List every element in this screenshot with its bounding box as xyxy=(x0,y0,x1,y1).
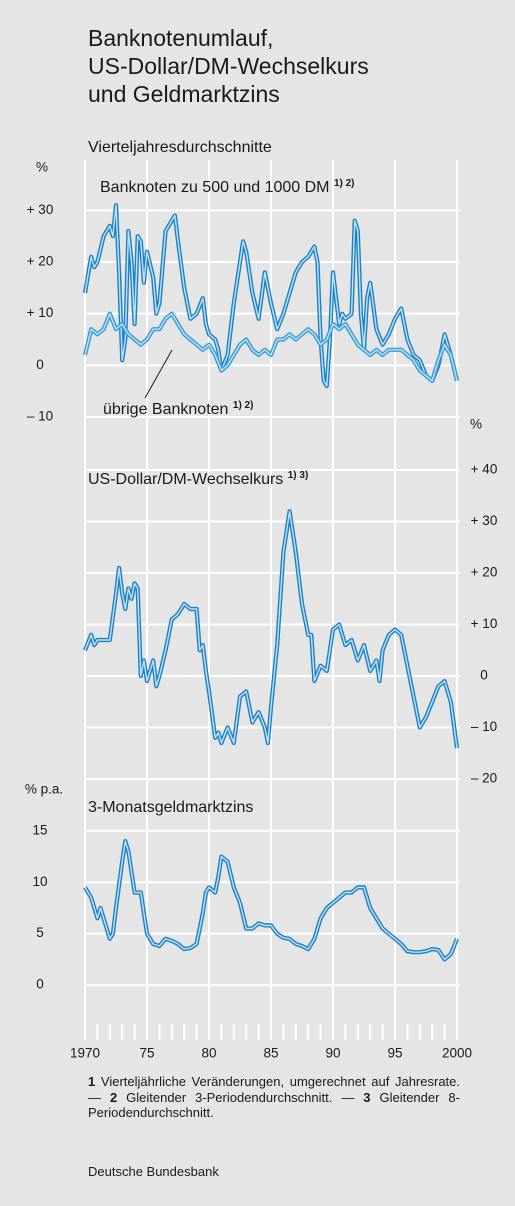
title-line: und Geldmarktzins xyxy=(88,81,280,107)
y-tick-label: – 20 xyxy=(471,771,497,786)
footnote-refs: 1) 2) xyxy=(233,400,254,411)
y-tick-label: 15 xyxy=(32,822,47,837)
series-label: 3-Monatsgeldmarktzins xyxy=(88,799,253,816)
x-tick-label: 80 xyxy=(201,1046,216,1061)
series-label: übrige Banknoten 1) 2) xyxy=(103,400,253,419)
series-name: US-Dollar/DM-Wechselkurs xyxy=(88,471,283,488)
y-tick-label: + 20 xyxy=(471,565,498,580)
x-tick-label: 95 xyxy=(387,1046,402,1061)
footnote-text: Gleitender 8-Periodendurchschnitt. xyxy=(88,1089,460,1121)
footnote-number: 2 xyxy=(109,1089,118,1105)
series-line xyxy=(84,204,458,387)
y-axis-unit: % xyxy=(470,417,482,432)
y-tick-label: 0 xyxy=(36,977,44,992)
title-line: Banknotenumlauf, xyxy=(88,25,273,51)
x-tick-label: 1970 xyxy=(70,1046,100,1061)
y-tick-label: 0 xyxy=(36,357,44,372)
y-tick-label: – 10 xyxy=(471,719,497,734)
y-tick-label: + 30 xyxy=(471,513,498,528)
y-tick-label: + 10 xyxy=(471,616,498,631)
y-tick-label: 0 xyxy=(480,668,488,683)
footnote-text: Vierteljährliche Veränderungen, umgerech… xyxy=(88,1074,460,1105)
series-line xyxy=(84,313,458,382)
x-tick-label: 90 xyxy=(325,1046,340,1061)
x-tick-label: 85 xyxy=(263,1046,278,1061)
footnote-number: 1 xyxy=(88,1074,96,1089)
y-axis-unit: % p.a. xyxy=(25,782,63,797)
subtitle: Vierteljahresdurchschnitte xyxy=(88,139,272,156)
series-line xyxy=(84,510,458,749)
leader-line xyxy=(144,349,173,399)
source: Deutsche Bundesbank xyxy=(88,1164,219,1179)
y-tick-label: 10 xyxy=(32,874,47,889)
y-axis-unit: % xyxy=(36,160,48,175)
y-tick-label: + 10 xyxy=(27,305,54,320)
y-tick-label: 5 xyxy=(36,925,44,940)
footnote-refs: 1) 3) xyxy=(288,470,309,481)
footnote-text: Gleitender 3-Periodendurchschnitt. — xyxy=(126,1089,355,1105)
series-name: 3-Monatsgeldmarktzins xyxy=(88,799,253,816)
series-label: US-Dollar/DM-Wechselkurs 1) 3) xyxy=(88,470,308,489)
footnotes: 1 Vierteljährliche Veränderungen, umgere… xyxy=(88,1074,460,1121)
footnote-number: 3 xyxy=(363,1089,371,1105)
y-tick-label: + 20 xyxy=(27,254,54,269)
y-tick-label: – 10 xyxy=(27,409,53,424)
footnote-refs: 1) 2) xyxy=(334,178,355,189)
x-tick-label: 75 xyxy=(139,1046,154,1061)
series-label: Banknoten zu 500 und 1000 DM 1) 2) xyxy=(100,178,355,197)
series-line xyxy=(84,840,458,961)
title-line: US-Dollar/DM-Wechselkurs xyxy=(88,53,369,79)
lines xyxy=(82,203,460,962)
x-tick-label: 2000 xyxy=(442,1046,472,1061)
series-name: übrige Banknoten xyxy=(103,401,228,418)
y-tick-label: + 30 xyxy=(27,202,54,217)
series-name: Banknoten zu 500 und 1000 DM xyxy=(100,179,330,196)
y-tick-label: + 40 xyxy=(471,462,498,477)
